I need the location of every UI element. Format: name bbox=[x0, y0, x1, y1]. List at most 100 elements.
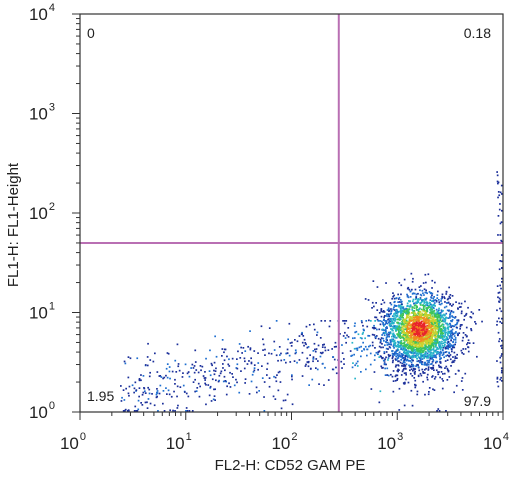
data-point bbox=[392, 338, 394, 341]
data-point bbox=[420, 353, 423, 355]
data-point bbox=[425, 353, 427, 356]
data-point bbox=[429, 326, 432, 328]
data-point bbox=[191, 363, 194, 366]
data-point bbox=[128, 410, 130, 412]
data-point bbox=[405, 323, 408, 326]
data-point bbox=[425, 340, 427, 343]
data-point bbox=[414, 386, 417, 389]
data-point bbox=[417, 342, 420, 344]
data-point bbox=[257, 368, 259, 371]
data-point bbox=[496, 309, 498, 312]
data-point bbox=[291, 341, 293, 344]
data-point bbox=[417, 353, 420, 356]
data-point bbox=[431, 300, 433, 302]
data-point bbox=[498, 297, 501, 300]
data-point bbox=[387, 318, 389, 321]
data-point bbox=[407, 350, 409, 352]
data-point bbox=[408, 337, 411, 339]
data-point bbox=[345, 341, 347, 344]
data-point bbox=[258, 390, 260, 392]
data-point bbox=[373, 305, 375, 308]
data-point bbox=[426, 376, 428, 379]
data-point bbox=[328, 325, 331, 328]
data-point bbox=[441, 295, 443, 298]
data-point bbox=[399, 310, 401, 313]
data-point bbox=[366, 348, 369, 351]
data-point bbox=[393, 325, 396, 328]
data-point bbox=[146, 407, 149, 409]
data-point bbox=[416, 390, 419, 393]
data-point bbox=[393, 334, 395, 336]
data-point bbox=[451, 319, 454, 321]
data-point bbox=[291, 375, 293, 378]
data-point bbox=[391, 320, 394, 323]
data-point bbox=[426, 359, 429, 362]
data-point bbox=[231, 357, 234, 360]
data-point bbox=[481, 320, 483, 323]
data-point bbox=[322, 344, 324, 346]
data-point bbox=[123, 360, 126, 363]
data-point bbox=[370, 388, 373, 390]
data-point bbox=[188, 410, 191, 412]
data-point bbox=[306, 346, 309, 349]
data-point bbox=[380, 337, 383, 339]
data-point bbox=[425, 304, 427, 306]
data-point bbox=[173, 390, 175, 393]
data-point bbox=[278, 346, 281, 348]
data-point bbox=[448, 309, 451, 312]
data-point bbox=[288, 322, 291, 325]
data-point bbox=[410, 334, 412, 337]
data-point bbox=[431, 313, 433, 315]
data-point bbox=[162, 402, 164, 405]
data-point bbox=[405, 313, 408, 316]
data-point bbox=[430, 320, 432, 322]
data-point bbox=[212, 398, 215, 401]
data-point bbox=[406, 333, 409, 336]
data-point bbox=[434, 316, 437, 318]
data-point bbox=[209, 374, 212, 377]
data-point bbox=[415, 337, 417, 340]
data-point bbox=[414, 370, 416, 373]
data-point bbox=[426, 356, 428, 359]
data-point bbox=[449, 354, 452, 356]
data-point bbox=[437, 313, 440, 316]
data-point bbox=[420, 315, 422, 317]
data-point bbox=[416, 306, 418, 308]
data-point bbox=[405, 351, 408, 354]
data-point bbox=[428, 341, 430, 344]
data-point bbox=[439, 365, 442, 368]
data-point bbox=[403, 323, 405, 326]
data-point bbox=[321, 352, 323, 355]
data-point bbox=[421, 343, 423, 345]
data-point bbox=[455, 384, 458, 387]
data-point bbox=[406, 324, 408, 327]
data-point bbox=[395, 352, 397, 355]
data-point bbox=[411, 359, 413, 361]
data-point bbox=[120, 400, 123, 402]
data-point bbox=[425, 345, 428, 347]
data-point bbox=[355, 362, 358, 365]
data-point bbox=[401, 323, 404, 326]
data-point bbox=[252, 371, 255, 373]
data-point bbox=[413, 368, 415, 371]
data-point bbox=[176, 395, 178, 398]
data-point bbox=[156, 371, 159, 373]
data-point bbox=[497, 215, 500, 217]
data-point bbox=[442, 351, 445, 354]
data-point bbox=[391, 361, 394, 364]
data-point bbox=[402, 333, 405, 336]
data-point bbox=[418, 286, 421, 288]
data-point bbox=[376, 318, 379, 321]
data-point bbox=[450, 336, 453, 339]
data-point bbox=[196, 387, 199, 389]
data-point bbox=[392, 359, 394, 362]
data-point bbox=[386, 333, 388, 335]
data-point bbox=[280, 407, 283, 410]
data-point bbox=[434, 376, 437, 378]
x-tick-label: 104 bbox=[483, 431, 509, 453]
data-point bbox=[390, 373, 392, 376]
data-point bbox=[433, 319, 435, 322]
data-point bbox=[425, 309, 428, 312]
data-point bbox=[435, 349, 437, 352]
data-point bbox=[403, 367, 405, 370]
